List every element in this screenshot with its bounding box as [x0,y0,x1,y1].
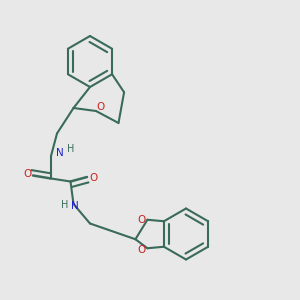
Text: O: O [23,169,31,179]
Text: O: O [137,215,146,225]
Text: O: O [89,173,98,184]
Text: N: N [71,201,79,212]
Text: H: H [67,144,74,154]
Text: O: O [96,102,105,112]
Text: O: O [137,245,146,255]
Text: H: H [61,200,68,211]
Text: N: N [56,148,64,158]
